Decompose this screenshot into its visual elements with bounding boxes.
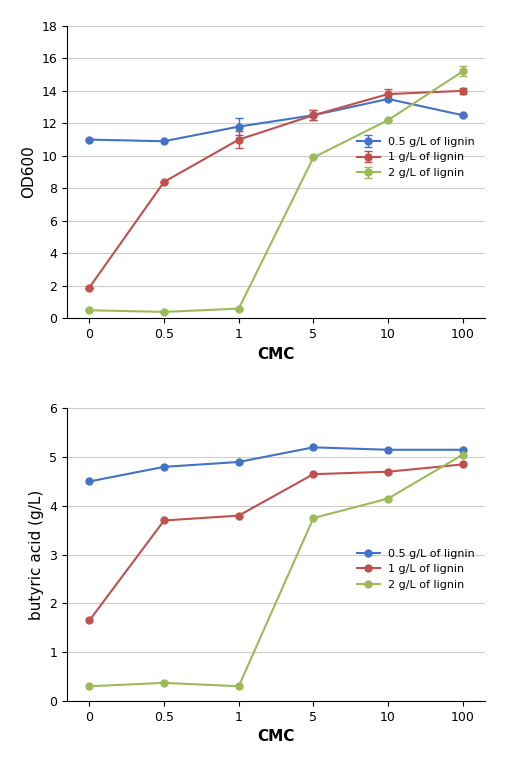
- 0.5 g/L of lignin: [459, 445, 465, 454]
- 2 g/L of lignin: [384, 494, 390, 503]
- 0.5 g/L of lignin: [86, 477, 92, 486]
- 0.5 g/L of lignin: [310, 443, 316, 452]
- 0.5 g/L of lignin: [161, 462, 167, 471]
- Line: 1 g/L of lignin: 1 g/L of lignin: [86, 461, 465, 624]
- X-axis label: CMC: CMC: [257, 729, 294, 744]
- 1 g/L of lignin: [384, 467, 390, 477]
- 1 g/L of lignin: [310, 470, 316, 479]
- Legend: 0.5 g/L of lignin, 1 g/L of lignin, 2 g/L of lignin: 0.5 g/L of lignin, 1 g/L of lignin, 2 g/…: [352, 544, 479, 594]
- Line: 2 g/L of lignin: 2 g/L of lignin: [86, 451, 465, 690]
- 1 g/L of lignin: [86, 616, 92, 625]
- 1 g/L of lignin: [161, 516, 167, 525]
- 0.5 g/L of lignin: [384, 445, 390, 454]
- 0.5 g/L of lignin: [235, 457, 241, 467]
- 1 g/L of lignin: [235, 511, 241, 520]
- 2 g/L of lignin: [310, 513, 316, 522]
- 2 g/L of lignin: [459, 450, 465, 459]
- X-axis label: CMC: CMC: [257, 347, 294, 362]
- Line: 0.5 g/L of lignin: 0.5 g/L of lignin: [86, 444, 465, 485]
- 1 g/L of lignin: [459, 460, 465, 469]
- Y-axis label: butyric acid (g/L): butyric acid (g/L): [29, 490, 43, 620]
- Legend: 0.5 g/L of lignin, 1 g/L of lignin, 2 g/L of lignin: 0.5 g/L of lignin, 1 g/L of lignin, 2 g/…: [352, 132, 479, 183]
- Y-axis label: OD600: OD600: [21, 146, 36, 198]
- 2 g/L of lignin: [86, 682, 92, 691]
- 2 g/L of lignin: [235, 682, 241, 691]
- 2 g/L of lignin: [161, 679, 167, 688]
